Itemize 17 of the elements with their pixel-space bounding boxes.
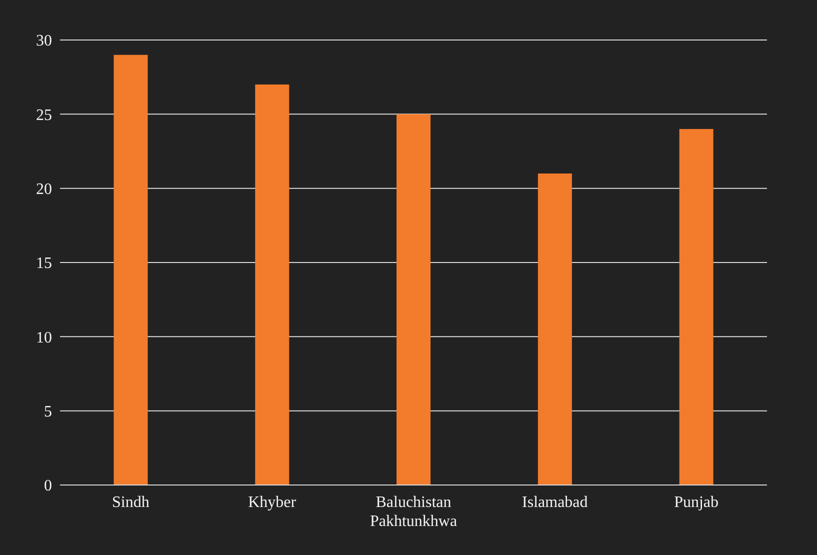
y-tick-label: 0: [44, 478, 52, 495]
x-tick-label: Baluchistan Pakhtunkhwa: [370, 494, 458, 530]
bar: [396, 114, 431, 485]
y-tick-label: 25: [36, 106, 52, 124]
y-tick-label: 20: [36, 181, 52, 198]
bar: [679, 129, 714, 485]
y-tick-label: 15: [36, 255, 52, 272]
x-tick-label: Islamabad: [522, 494, 588, 511]
y-tick-label: 30: [36, 32, 52, 50]
x-tick-label: Khyber: [248, 494, 297, 511]
y-tick-label: 10: [36, 329, 52, 346]
x-tick-label: Sindh: [112, 494, 150, 511]
bar: [538, 174, 572, 485]
bar: [114, 54, 148, 485]
bar: [255, 84, 290, 485]
y-tick-label: 5: [44, 404, 52, 421]
x-tick-label: Punjab: [674, 494, 719, 511]
